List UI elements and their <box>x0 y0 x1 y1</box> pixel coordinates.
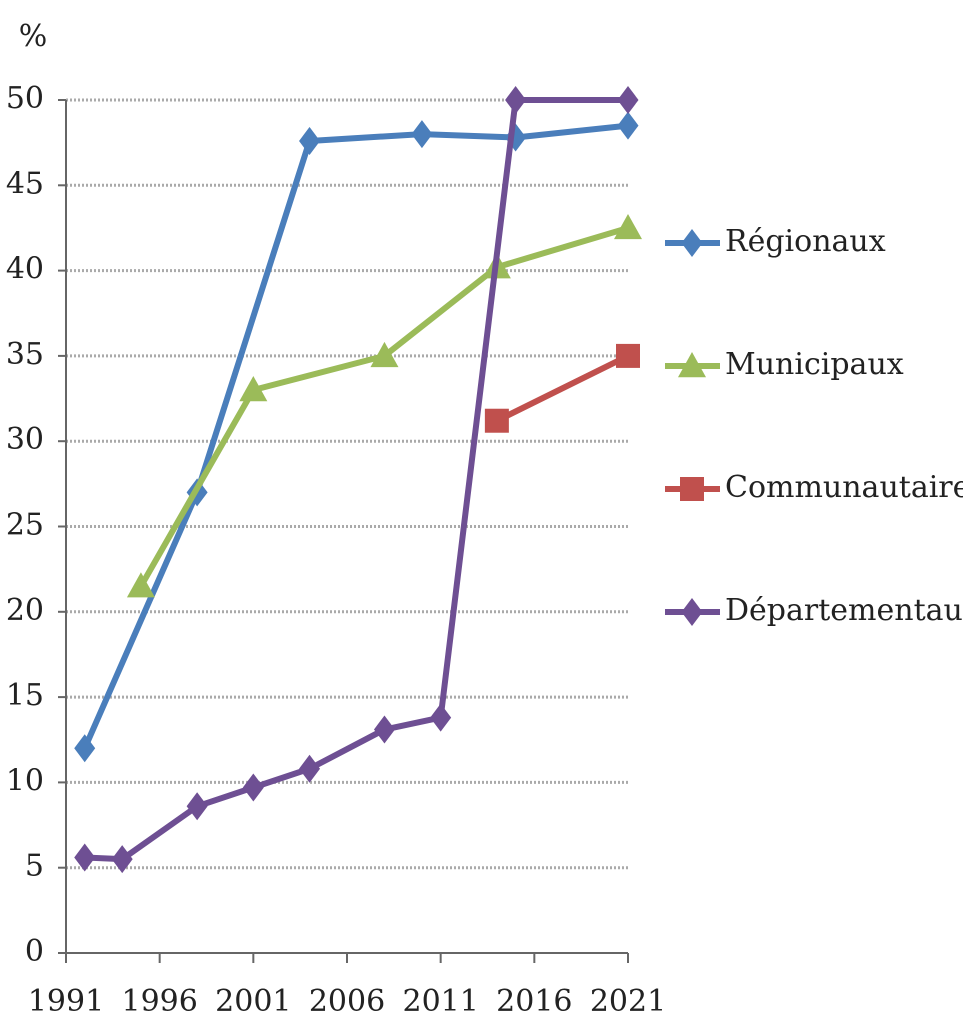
legend-marker <box>680 477 704 501</box>
x-tick-label: 2006 <box>309 984 385 1019</box>
y-axis-label: % <box>19 19 48 54</box>
series-line <box>81 122 629 750</box>
y-tick-label: 10 <box>6 763 44 798</box>
series-line <box>84 97 628 863</box>
data-point <box>186 792 208 821</box>
data-point <box>505 86 527 114</box>
data-point <box>74 843 96 872</box>
legend-marker <box>678 352 706 378</box>
data-point <box>430 703 452 732</box>
legend-label: Départementaux <box>725 593 963 628</box>
data-point <box>111 845 133 874</box>
x-tick-label: 1996 <box>121 984 197 1019</box>
x-tick-label: 2021 <box>590 984 666 1019</box>
y-tick-label: 25 <box>6 508 44 543</box>
data-point <box>373 715 395 744</box>
data-point <box>299 126 321 155</box>
data-point <box>126 572 155 598</box>
x-tick-label: 2011 <box>402 984 478 1019</box>
data-point <box>239 376 268 402</box>
series-line <box>138 225 629 588</box>
legend-label: Municipaux <box>725 347 904 382</box>
legend-marker <box>681 598 703 626</box>
x-tick-label: 1991 <box>28 984 104 1019</box>
data-point <box>614 213 642 240</box>
y-tick-label: 15 <box>6 678 44 713</box>
y-tick-label: 35 <box>6 337 44 372</box>
y-tick-label: 5 <box>25 849 44 884</box>
series-line <box>495 353 630 424</box>
y-tick-label: 45 <box>6 166 44 201</box>
legend-label: Communautaires <box>725 470 963 505</box>
y-tick-label: 50 <box>6 81 44 116</box>
data-point <box>242 773 264 802</box>
data-point <box>617 111 639 140</box>
data-point <box>484 408 509 433</box>
data-point <box>299 754 321 783</box>
y-tick-label: 40 <box>6 252 44 287</box>
y-tick-label: 30 <box>6 422 44 457</box>
legend-marker <box>681 229 703 257</box>
y-tick-label: 20 <box>6 593 44 628</box>
data-point <box>370 341 399 368</box>
data-point <box>74 734 96 763</box>
legend-label: Régionaux <box>725 224 886 259</box>
x-tick-label: 2001 <box>215 984 291 1019</box>
data-point <box>617 86 639 114</box>
data-point <box>411 120 433 149</box>
y-tick-label: 0 <box>25 934 44 969</box>
x-tick-label: 2016 <box>496 984 572 1019</box>
data-point <box>616 343 640 368</box>
